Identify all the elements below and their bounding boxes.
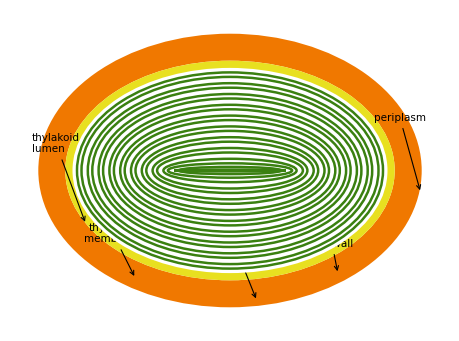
Ellipse shape (38, 34, 421, 307)
Text: cytoplasmic
membrane: cytoplasmic membrane (207, 246, 270, 297)
Text: thylakoid
lumen: thylakoid lumen (32, 133, 85, 221)
Ellipse shape (65, 61, 394, 280)
Text: cytoplasm: cytoplasm (257, 118, 310, 158)
Ellipse shape (65, 61, 394, 280)
Ellipse shape (73, 68, 386, 273)
Text: periplasm: periplasm (373, 113, 425, 189)
Text: thylakoid
membrane: thylakoid membrane (84, 223, 141, 275)
Text: cell wall: cell wall (310, 239, 353, 270)
